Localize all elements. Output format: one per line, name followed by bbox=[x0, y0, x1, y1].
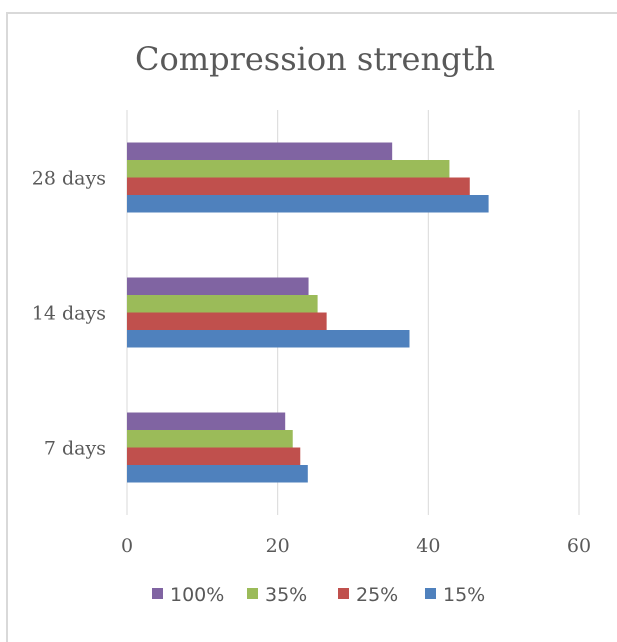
chart-title: Compression strength bbox=[135, 40, 495, 78]
legend-label: 25% bbox=[356, 584, 398, 606]
x-tick-labels: 0 20 40 60 bbox=[121, 535, 591, 557]
category-label: 14 days bbox=[32, 303, 106, 325]
bar-14-days-15pct bbox=[127, 330, 410, 348]
category-labels: 7 days 14 days 28 days bbox=[32, 168, 106, 460]
category-label: 7 days bbox=[44, 438, 106, 460]
legend-swatch-100pct bbox=[152, 588, 163, 599]
legend-label: 15% bbox=[443, 584, 485, 606]
bar-7-days-100pct bbox=[127, 412, 286, 430]
bar-28-days-35pct bbox=[127, 160, 450, 178]
legend-label: 35% bbox=[265, 584, 307, 606]
bar-7-days-25pct bbox=[127, 447, 301, 465]
x-tick-label: 0 bbox=[121, 535, 133, 557]
x-tick-label: 40 bbox=[416, 535, 440, 557]
bar-28-days-25pct bbox=[127, 177, 470, 195]
bar-7-days-15pct bbox=[127, 465, 308, 483]
bar-28-days-100pct bbox=[127, 142, 393, 160]
category-label: 28 days bbox=[32, 168, 106, 190]
bars bbox=[127, 142, 489, 483]
x-tick-label: 60 bbox=[567, 535, 591, 557]
bar-14-days-35pct bbox=[127, 295, 318, 313]
legend-label: 100% bbox=[170, 584, 224, 606]
legend-swatch-25pct bbox=[338, 588, 349, 599]
bar-28-days-15pct bbox=[127, 195, 489, 213]
legend-swatch-35pct bbox=[247, 588, 258, 599]
bar-7-days-35pct bbox=[127, 430, 293, 448]
legend-swatch-15pct bbox=[425, 588, 436, 599]
bar-14-days-25pct bbox=[127, 312, 327, 330]
x-tick-label: 20 bbox=[266, 535, 290, 557]
bar-14-days-100pct bbox=[127, 277, 309, 295]
legend: 100% 35% 25% 15% bbox=[152, 584, 485, 606]
